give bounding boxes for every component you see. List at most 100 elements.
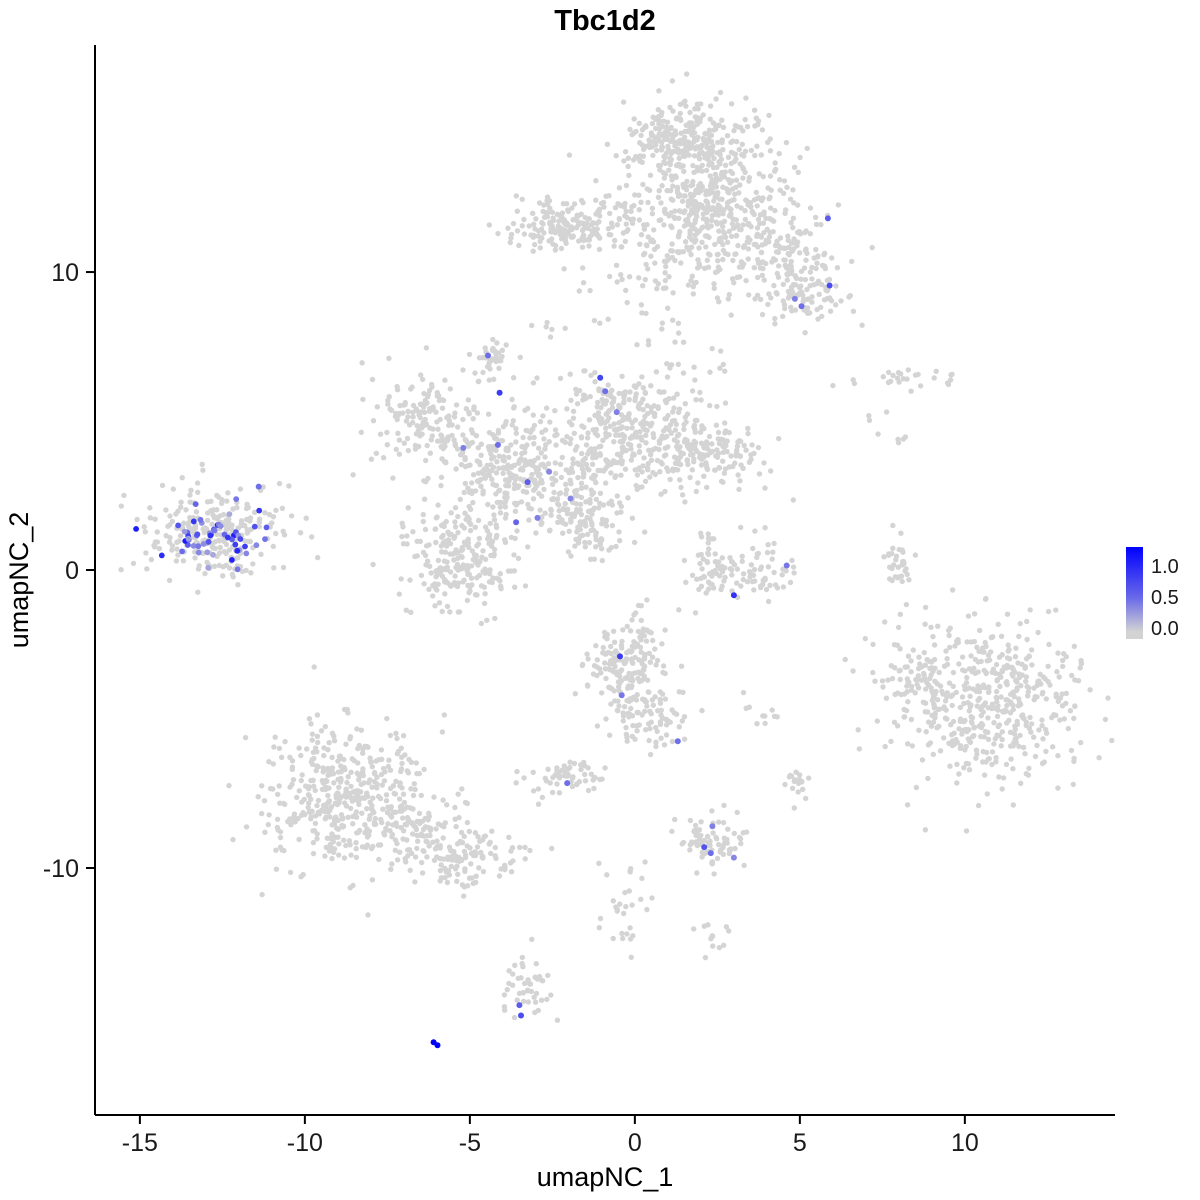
cell-point xyxy=(1071,715,1077,722)
cell-point xyxy=(410,529,416,535)
cell-point xyxy=(440,797,446,803)
cell-point xyxy=(931,642,938,648)
cell-point xyxy=(738,226,744,233)
cell-point xyxy=(430,404,436,410)
cell-point xyxy=(410,409,416,416)
expressing-cell-point xyxy=(791,295,798,302)
cell-point xyxy=(414,818,420,825)
cell-point xyxy=(688,251,694,258)
cell-point xyxy=(554,1017,561,1023)
cell-point xyxy=(490,336,496,343)
cell-point xyxy=(663,732,670,738)
cell-point xyxy=(616,432,623,438)
cell-point xyxy=(530,380,537,386)
cell-point xyxy=(659,691,666,697)
x-tick-label: -15 xyxy=(122,1129,158,1157)
cell-point xyxy=(429,433,435,439)
cell-point xyxy=(610,898,616,904)
cell-point xyxy=(277,800,283,806)
cell-point xyxy=(608,498,614,504)
cell-point xyxy=(335,769,342,775)
cell-point xyxy=(527,981,534,987)
cell-point xyxy=(726,928,732,934)
cell-point xyxy=(721,470,728,476)
expressing-cell-point xyxy=(256,507,263,514)
cell-point xyxy=(610,628,617,634)
cell-point xyxy=(474,410,481,416)
cell-point xyxy=(638,199,644,205)
cell-point xyxy=(804,145,810,152)
cell-point xyxy=(478,483,484,489)
cell-point xyxy=(647,452,654,458)
cell-point xyxy=(593,544,599,550)
cell-point xyxy=(464,819,471,826)
cell-point xyxy=(915,665,922,672)
cell-point xyxy=(142,529,148,535)
cell-point xyxy=(936,706,942,712)
cell-point xyxy=(1028,647,1035,653)
cell-point xyxy=(287,869,294,876)
cell-point xyxy=(427,450,433,456)
cell-point xyxy=(513,193,519,199)
cell-point xyxy=(462,854,469,861)
cell-point xyxy=(728,206,734,213)
cell-point xyxy=(609,661,615,667)
cell-point xyxy=(966,767,973,773)
cell-point xyxy=(405,770,412,776)
cell-point xyxy=(752,152,758,159)
cell-point xyxy=(638,302,645,308)
cell-point xyxy=(745,246,752,252)
cell-point xyxy=(398,576,404,582)
cell-point xyxy=(472,370,478,376)
cell-point xyxy=(543,405,550,411)
cell-point xyxy=(788,268,795,274)
cell-point xyxy=(386,394,392,400)
cell-point xyxy=(410,402,417,409)
cell-point xyxy=(1055,753,1061,759)
cell-point xyxy=(705,531,711,537)
cell-point xyxy=(812,214,819,221)
cell-point xyxy=(152,544,158,550)
expressing-cell-point xyxy=(602,388,609,395)
cell-point xyxy=(585,683,591,689)
cell-point xyxy=(1096,755,1102,761)
cell-point xyxy=(271,565,277,571)
cell-point xyxy=(647,751,654,758)
cell-point xyxy=(618,439,624,445)
cell-point xyxy=(523,489,530,495)
cell-point xyxy=(629,220,636,226)
cell-point xyxy=(633,610,639,616)
cell-point xyxy=(659,326,665,332)
cell-point xyxy=(312,787,318,794)
cell-point xyxy=(1014,718,1020,725)
cell-point xyxy=(658,735,664,741)
cell-point xyxy=(514,768,520,775)
cell-point xyxy=(447,847,454,853)
cell-point xyxy=(996,722,1003,728)
cell-point xyxy=(242,538,248,544)
cell-point xyxy=(619,638,625,645)
cell-point xyxy=(311,664,317,670)
cell-point xyxy=(584,651,590,657)
cell-point xyxy=(638,896,644,902)
cell-point xyxy=(779,572,785,578)
cell-point xyxy=(711,585,717,591)
cell-point xyxy=(650,431,656,437)
cell-point xyxy=(343,786,349,792)
cell-point xyxy=(1025,693,1031,699)
cell-point xyxy=(629,617,635,623)
cell-point xyxy=(526,223,532,229)
cell-point xyxy=(604,141,611,147)
cell-point xyxy=(414,423,420,429)
cell-point xyxy=(602,660,608,666)
cell-point xyxy=(512,584,518,590)
cell-point xyxy=(713,126,719,132)
cell-point xyxy=(937,683,944,689)
cell-point xyxy=(612,237,618,244)
cell-point xyxy=(652,278,659,284)
cell-point xyxy=(925,719,932,725)
cell-point xyxy=(731,158,738,165)
cell-point xyxy=(698,551,704,558)
cell-point xyxy=(482,524,489,530)
